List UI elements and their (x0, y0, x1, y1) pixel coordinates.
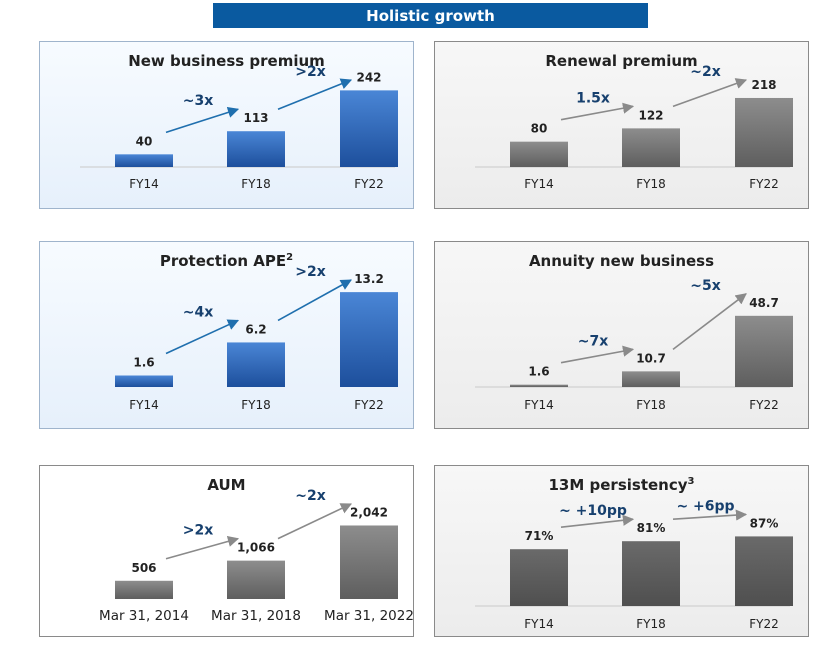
page-header: Holistic growth (213, 3, 648, 28)
x-tick-label: FY14 (524, 617, 554, 631)
bar-mar-31-2014 (115, 580, 173, 599)
x-tick-label: Mar 31, 2014 (99, 608, 189, 624)
growth-arrow (560, 345, 635, 364)
growth-label: >2x (295, 64, 326, 80)
panel-renewal-premium: Renewal premium 80 FY14 122 FY18 218 FY22 1.5x… (434, 41, 809, 209)
growth-arrow (165, 319, 240, 355)
x-tick-label: FY22 (354, 398, 384, 412)
persistency-chart: 71% FY14 81% FY18 87% FY22 ~ +10pp ~ +6pp (475, 498, 793, 631)
annuity-new-business-chart: 1.6 FY14 10.7 FY18 48.7 FY22 ~7x ~5x (475, 278, 793, 412)
x-tick-label: FY22 (749, 177, 779, 191)
data-label: 80 (531, 122, 548, 136)
x-tick-label: FY22 (749, 398, 779, 412)
growth-label: ~2x (295, 488, 326, 504)
data-label: 81% (637, 521, 666, 535)
growth-arrow (560, 514, 635, 528)
data-label: 1.6 (528, 365, 549, 379)
x-tick-label: FY18 (636, 398, 666, 412)
renewal-premium-chart: 80 FY14 122 FY18 218 FY22 1.5x ~2x (475, 64, 793, 191)
bar-fy18 (227, 131, 285, 167)
growth-label: ~2x (690, 64, 721, 80)
bar-fy14 (115, 154, 173, 167)
bar-fy18 (227, 342, 285, 387)
data-label: 10.7 (636, 351, 666, 365)
new-business-premium-chart: 40 FY14 113 FY18 242 FY22 ~3x >2x (80, 64, 398, 191)
x-tick-label: FY18 (636, 177, 666, 191)
bar-fy22 (735, 97, 793, 167)
page-title: Holistic growth (366, 6, 495, 25)
growth-arrow (672, 293, 747, 350)
bar-mar-31-2018 (227, 560, 285, 599)
growth-arrow (277, 503, 353, 540)
panel-aum: AUM 506 Mar 31, 2014 1,066 Mar 31, 2018 2,04… (39, 465, 414, 637)
x-tick-label: FY18 (241, 177, 271, 191)
data-label: 506 (131, 561, 156, 575)
growth-label: 1.5x (576, 90, 610, 106)
bar-fy22 (735, 536, 793, 606)
growth-label: ~5x (690, 278, 721, 294)
growth-arrow (560, 102, 635, 121)
bar-fy22 (735, 315, 793, 387)
growth-arrow (277, 279, 352, 322)
data-label: 1,066 (237, 541, 275, 555)
data-label: 242 (356, 70, 381, 84)
data-label: 2,042 (350, 505, 388, 519)
data-label: 6.2 (245, 322, 266, 336)
growth-label: ~7x (578, 333, 609, 349)
bar-fy18 (622, 371, 680, 387)
growth-arrow (672, 509, 748, 521)
panel-protection-ape: Protection APE2 1.6 FY14 6.2 FY18 13.2 FY22 ~4… (39, 241, 414, 429)
chart-title: New business premium (128, 52, 325, 70)
chart-title: AUM (207, 476, 246, 494)
aum-chart: 506 Mar 31, 2014 1,066 Mar 31, 2018 2,042 Mar… (99, 488, 414, 624)
growth-label: ~3x (183, 93, 214, 109)
chart-title: Annuity new business (528, 252, 715, 270)
data-label: 71% (525, 529, 554, 543)
data-label: 87% (750, 516, 779, 530)
chart-title: Renewal premium (545, 52, 698, 70)
data-label: 1.6 (133, 356, 154, 370)
panel-annuity-new-business: Annuity new business 1.6 FY14 10.7 FY18 48.7… (434, 241, 809, 429)
data-label: 13.2 (354, 272, 384, 286)
bar-fy22 (340, 292, 398, 387)
growth-label: ~ +6pp (676, 498, 734, 514)
data-label: 122 (638, 108, 663, 122)
x-tick-label: FY14 (524, 177, 554, 191)
x-tick-label: FY18 (241, 398, 271, 412)
data-label: 218 (751, 78, 776, 92)
growth-arrow (277, 78, 353, 110)
x-tick-label: FY14 (524, 398, 554, 412)
bar-fy18 (622, 541, 680, 606)
bar-fy18 (622, 128, 680, 167)
bar-fy14 (510, 141, 568, 167)
chart-title: 13M persistency3 (548, 476, 695, 494)
bar-fy14 (510, 384, 568, 387)
bar-fy22 (340, 90, 398, 167)
data-label: 48.7 (749, 296, 779, 310)
growth-arrow (672, 78, 748, 108)
x-tick-label: FY14 (129, 177, 159, 191)
growth-label: >2x (295, 264, 326, 280)
growth-label: ~4x (183, 304, 214, 320)
data-label: 40 (136, 134, 153, 148)
bar-fy14 (510, 549, 568, 606)
data-label: 113 (243, 111, 268, 125)
x-tick-label: FY14 (129, 398, 159, 412)
bar-mar-31-2022 (340, 525, 398, 599)
x-tick-label: Mar 31, 2022 (324, 608, 414, 624)
x-tick-label: FY22 (354, 177, 384, 191)
panel-new-business-premium: New business premium 40 FY14 113 FY18 242 FY2… (39, 41, 414, 209)
growth-arrow (165, 535, 240, 560)
protection-ape-chart: 1.6 FY14 6.2 FY18 13.2 FY22 ~4x >2x (115, 264, 398, 412)
panel-13m-persistency: 13M persistency3 71% FY14 81% FY18 87% FY22 ~ … (434, 465, 809, 637)
x-tick-label: Mar 31, 2018 (211, 608, 301, 624)
chart-title: Protection APE2 (159, 252, 294, 270)
x-tick-label: FY18 (636, 617, 666, 631)
bar-fy14 (115, 375, 173, 387)
x-tick-label: FY22 (749, 617, 779, 631)
growth-arrow (165, 106, 240, 134)
growth-label: >2x (183, 523, 214, 539)
growth-label: ~ +10pp (559, 503, 627, 519)
